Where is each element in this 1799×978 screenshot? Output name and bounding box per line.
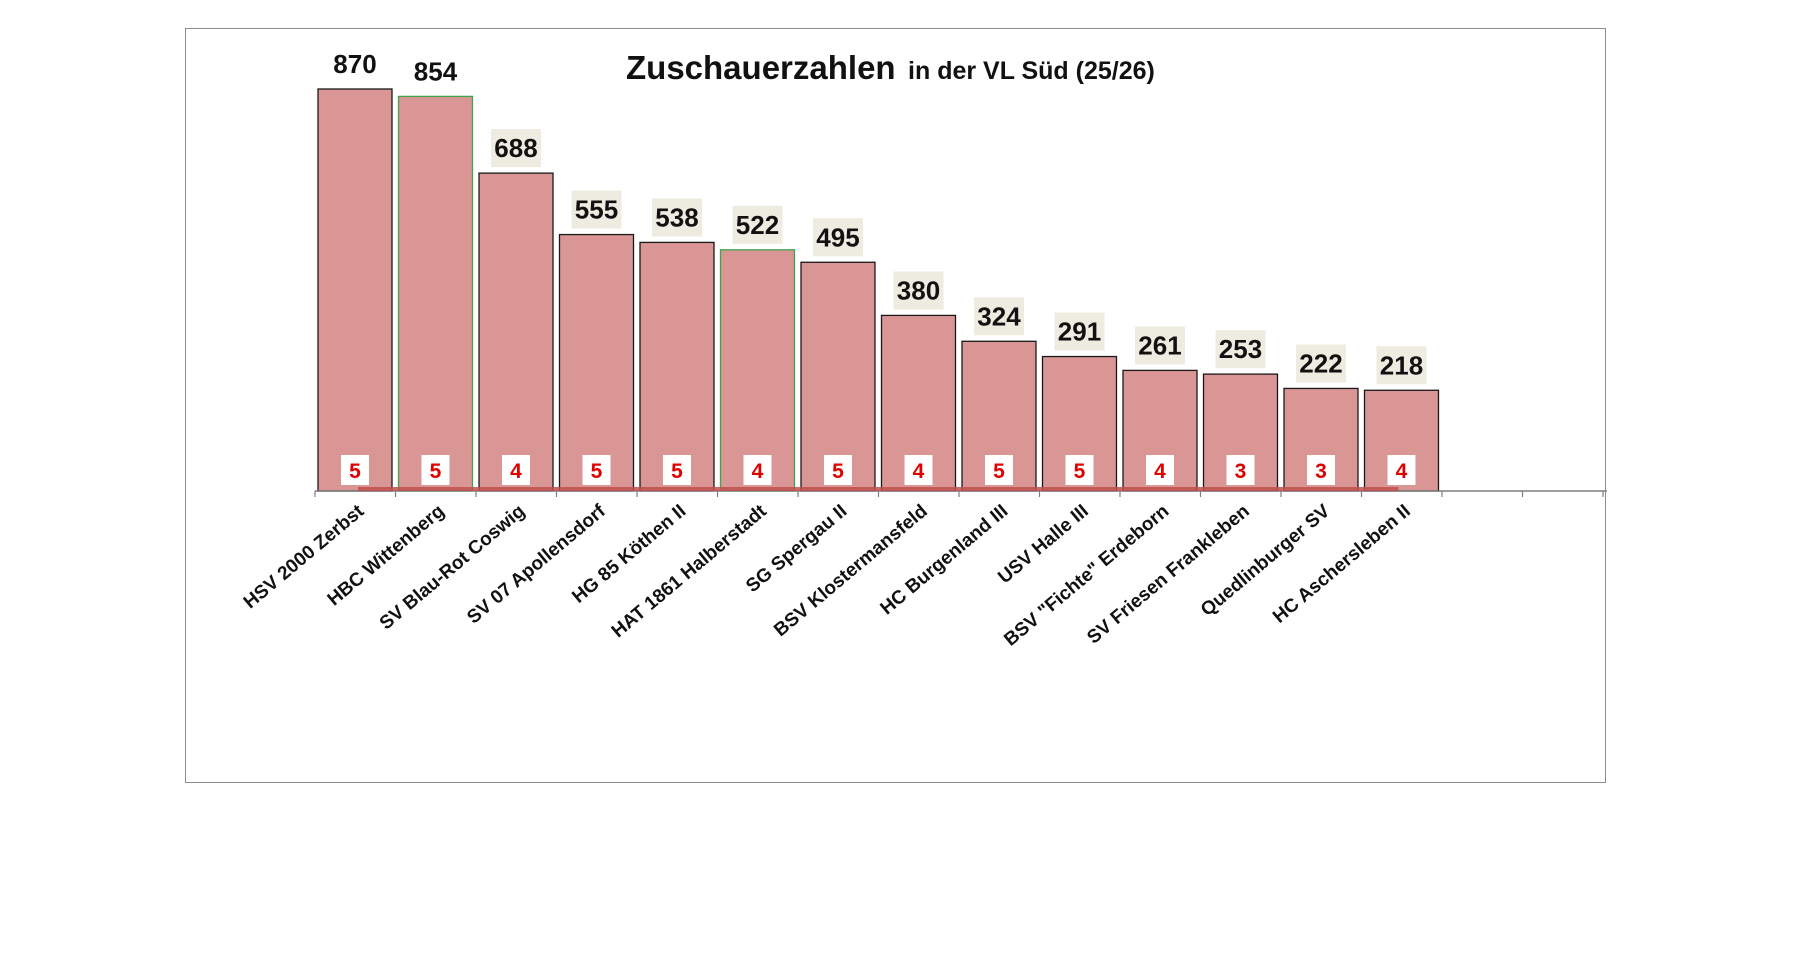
value-label-box: [974, 297, 1024, 336]
chart-subtitle: in der VL Süd (25/26): [908, 57, 1155, 85]
chart-title: Zuschauerzahlen in der VL Süd (25/26): [626, 49, 1155, 86]
bars-layer: [317, 88, 1440, 492]
value-label-box: [1215, 330, 1266, 369]
category-label: SV 07 Apollensdorf: [463, 500, 610, 628]
value-label-box: [732, 205, 783, 244]
chart-frame: Zuschauerzahlen in der VL Süd (25/26) 87…: [185, 28, 1607, 783]
games-label-box: [1146, 455, 1174, 485]
value-label-box: [491, 129, 541, 168]
value-labels-layer: 8705854568845555538552244955380432452915…: [333, 49, 1427, 485]
value-label-box: [1054, 312, 1105, 351]
category-label: HAT 1861 Halberstadt: [608, 500, 771, 642]
games-label-box: [341, 455, 369, 485]
games-label-box: [904, 455, 933, 485]
value-label: 854: [414, 56, 458, 86]
bar: [639, 241, 715, 492]
games-label-box: [1387, 455, 1416, 485]
value-label-box: [652, 198, 702, 237]
bar-chart: Zuschauerzahlen in der VL Süd (25/26) 87…: [240, 49, 1607, 651]
value-label: 555: [575, 195, 618, 225]
value-label: 495: [816, 222, 859, 252]
games-label: 5: [591, 460, 603, 483]
value-label-box: [893, 271, 944, 310]
games-label-box: [743, 455, 772, 485]
value-label: 324: [977, 301, 1021, 331]
games-label: 5: [1074, 460, 1086, 483]
baseline-strip: [358, 487, 1399, 491]
bar: [558, 233, 635, 492]
games-label: 5: [349, 460, 361, 483]
category-label: BSV Klostermansfeld: [770, 501, 932, 641]
value-label: 538: [655, 202, 698, 232]
games-label: 3: [1235, 460, 1247, 483]
bar: [478, 172, 554, 492]
value-label-box: [1296, 344, 1346, 383]
value-label-box: [1376, 346, 1427, 385]
games-label: 5: [832, 460, 844, 483]
games-label-box: [1307, 455, 1335, 485]
bar: [961, 340, 1037, 492]
bar: [397, 95, 474, 492]
games-label-box: [1226, 455, 1255, 485]
games-label: 4: [752, 460, 764, 483]
games-label-box: [663, 455, 691, 485]
games-label: 4: [913, 460, 925, 483]
value-label: 261: [1138, 330, 1181, 360]
category-label: HC Aschersleben II: [1269, 501, 1415, 628]
games-label: 5: [430, 460, 442, 483]
category-label: SV Friesen Frankleben: [1083, 501, 1253, 649]
value-label: 222: [1299, 348, 1342, 378]
x-axis: [314, 487, 1607, 497]
value-label-box: [813, 218, 863, 257]
value-label: 291: [1058, 317, 1101, 347]
category-label: BSV "Fichte" Erdeborn: [1000, 501, 1173, 651]
value-label: 218: [1380, 350, 1423, 380]
games-label: 4: [1396, 460, 1408, 483]
value-label: 380: [897, 275, 940, 305]
category-label: SV Blau-Rot Coswig: [376, 501, 529, 634]
games-label: 3: [1315, 460, 1327, 483]
value-label: 522: [736, 210, 779, 240]
value-label-box: [571, 190, 622, 229]
bar: [800, 261, 876, 492]
chart-title-main: Zuschauerzahlen: [626, 49, 896, 86]
games-label: 4: [1154, 460, 1166, 483]
games-label-box: [582, 455, 611, 485]
bar: [317, 88, 393, 492]
value-label-box: [1135, 326, 1185, 365]
games-label-box: [1065, 455, 1094, 485]
games-label-box: [985, 455, 1013, 485]
value-label: 253: [1219, 334, 1262, 364]
games-label: 5: [993, 460, 1005, 483]
games-label: 5: [671, 460, 683, 483]
games-label-box: [824, 455, 852, 485]
bar: [719, 249, 796, 492]
value-label: 870: [333, 49, 376, 79]
value-label: 688: [494, 133, 537, 163]
games-label: 4: [510, 460, 522, 483]
games-label-box: [421, 455, 450, 485]
games-label-box: [502, 455, 530, 485]
